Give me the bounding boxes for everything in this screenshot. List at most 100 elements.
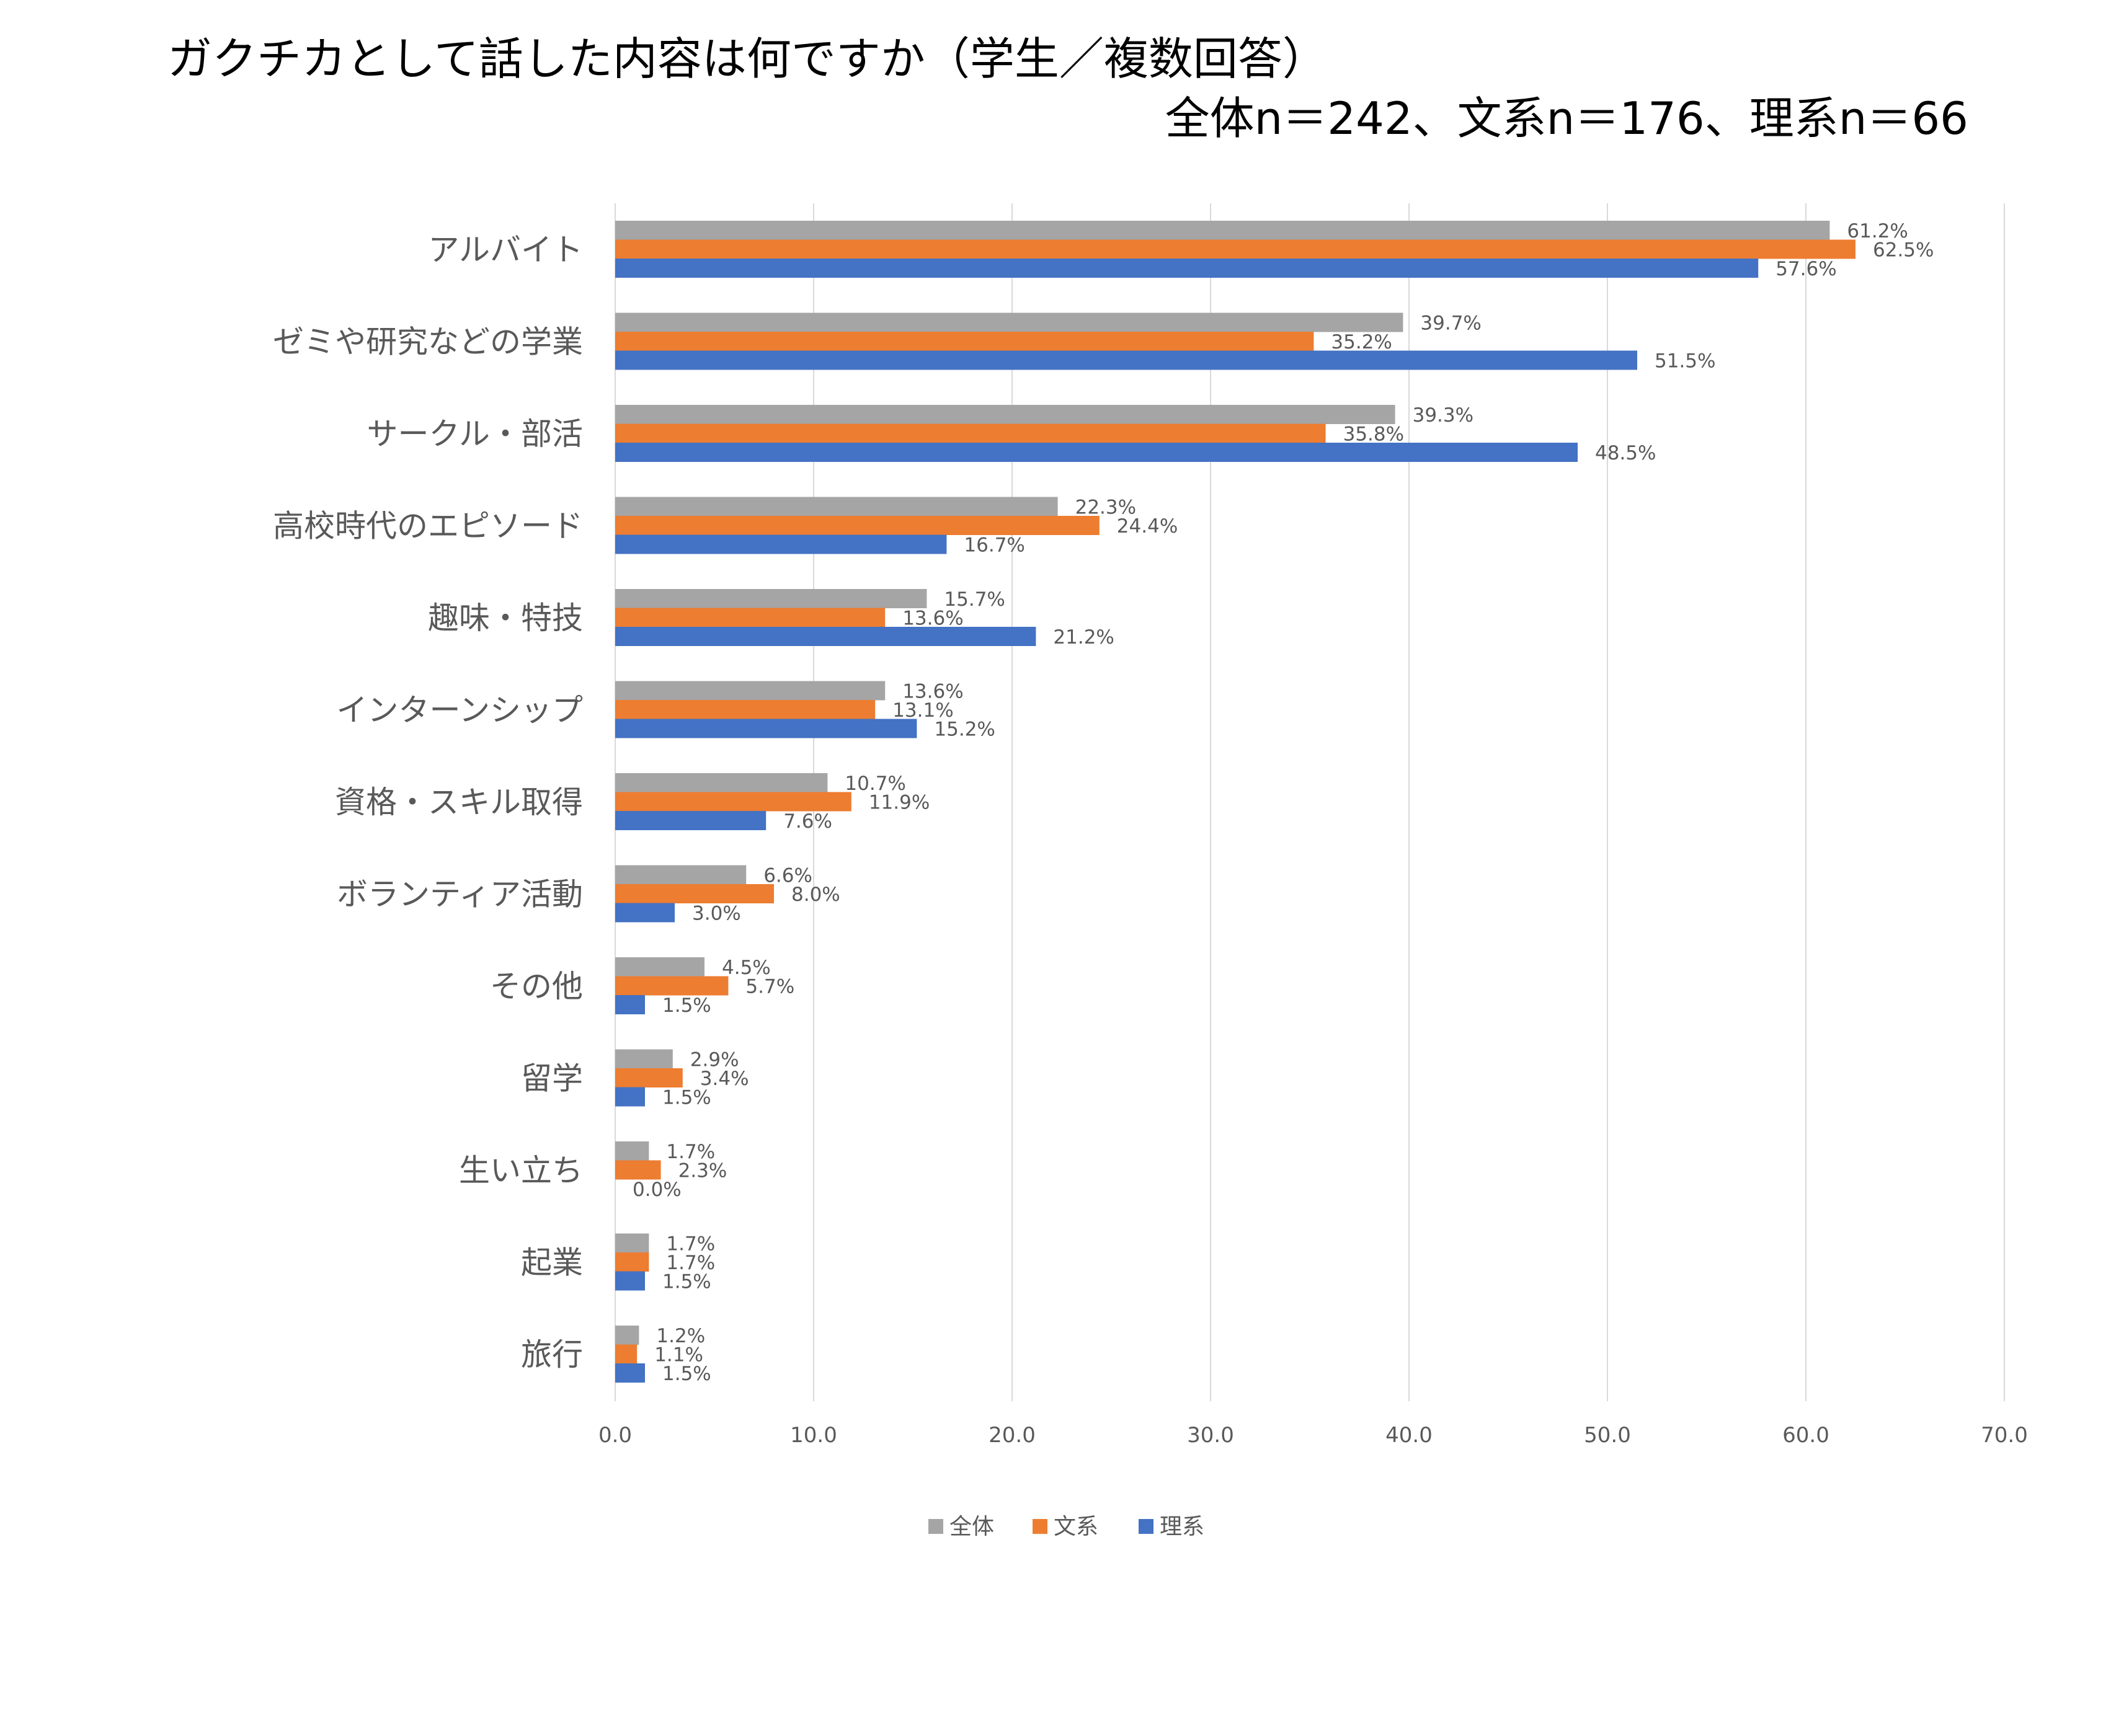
data-label: 61.2% [1847, 220, 1908, 242]
bar [615, 497, 1058, 516]
x-tick-label: 20.0 [989, 1423, 1036, 1448]
legend-label: 文系 [1054, 1514, 1098, 1539]
bar [615, 423, 1326, 443]
data-label: 1.7% [666, 1233, 715, 1256]
category-label: 生い立ち [459, 1153, 583, 1189]
bar [615, 443, 1578, 462]
bar [615, 1049, 673, 1069]
bar [615, 608, 886, 627]
data-label: 8.0% [791, 884, 840, 906]
data-label: 39.3% [1413, 404, 1473, 427]
bar [615, 312, 1403, 332]
bar [615, 405, 1395, 424]
bar [615, 865, 747, 885]
bar [615, 1087, 645, 1107]
data-label: 35.2% [1331, 331, 1392, 353]
category-label: サークル・部活 [367, 416, 584, 452]
x-tick-label: 30.0 [1187, 1423, 1234, 1448]
bar [615, 332, 1314, 351]
grid-lines [615, 203, 2005, 1401]
data-label: 39.7% [1420, 312, 1481, 335]
bar [615, 719, 917, 738]
legend: 全体 文系 理系 [928, 1514, 1204, 1539]
chart-title-line1: ガクチカとして話した内容は何ですか（学生／複数回答） [167, 33, 1327, 85]
x-tick-labels: 0.0 10.0 20.0 30.0 40.0 50.0 60.0 70.0 [598, 1423, 2028, 1448]
bar [615, 903, 675, 923]
data-label: 7.6% [783, 810, 832, 833]
bar [615, 221, 1830, 240]
legend-swatch [928, 1519, 943, 1534]
bar [615, 259, 1759, 278]
bar [615, 589, 927, 608]
category-label: その他 [490, 968, 583, 1004]
bars [615, 221, 1855, 1383]
data-label: 48.5% [1595, 442, 1656, 464]
bar [615, 1233, 649, 1253]
category-labels: アルバイトゼミや研究などの学業サークル・部活高校時代のエピソード趣味・特技インタ… [273, 232, 583, 1373]
bar [615, 1141, 649, 1161]
data-label: 10.7% [845, 773, 905, 795]
chart-title-line2: 全体n＝242、文系n＝176、理系n＝66 [1165, 92, 1968, 144]
category-label: 趣味・特技 [428, 600, 583, 636]
data-label: 4.5% [722, 957, 771, 979]
data-label: 11.9% [869, 792, 930, 814]
data-label: 16.7% [964, 534, 1024, 557]
data-label: 51.5% [1655, 350, 1715, 373]
category-label: 留学 [521, 1061, 583, 1097]
data-label: 13.6% [902, 681, 963, 703]
data-label: 15.7% [944, 588, 1005, 611]
data-label: 15.2% [934, 719, 995, 741]
x-tick-label: 70.0 [1981, 1423, 2028, 1448]
category-label: 高校時代のエピソード [273, 508, 583, 544]
bar [615, 627, 1036, 646]
x-tick-label: 10.0 [790, 1423, 837, 1448]
data-label: 35.8% [1343, 423, 1404, 446]
data-label: 6.6% [763, 865, 812, 887]
data-label: 0.0% [633, 1179, 682, 1201]
data-labels: 61.2%62.5% 57.6% 39.7% 35.2% 51.5% 39.3% 35.8%… [633, 220, 1934, 1385]
bar [615, 1160, 661, 1180]
category-label: ゼミや研究などの学業 [273, 324, 583, 360]
data-label: 2.3% [678, 1160, 727, 1182]
data-label: 1.5% [662, 1271, 711, 1293]
legend-swatch [1033, 1519, 1047, 1534]
data-label: 1.7% [666, 1252, 715, 1274]
category-label: 資格・スキル取得 [335, 784, 583, 820]
data-label: 1.5% [662, 1363, 711, 1385]
bar [615, 976, 729, 996]
data-label: 13.1% [892, 699, 953, 722]
data-label: 24.4% [1117, 515, 1178, 538]
x-tick-label: 40.0 [1385, 1423, 1433, 1448]
bar [615, 1344, 638, 1364]
x-tick-label: 50.0 [1584, 1423, 1631, 1448]
data-label: 21.2% [1053, 626, 1114, 649]
data-label: 13.6% [902, 608, 963, 630]
data-label: 1.5% [662, 994, 711, 1017]
bar [615, 516, 1100, 535]
bar [615, 1271, 645, 1291]
bar [615, 1326, 639, 1345]
data-label: 1.5% [662, 1087, 711, 1109]
data-label: 5.7% [745, 976, 794, 998]
x-tick-label: 60.0 [1782, 1423, 1829, 1448]
x-tick-label: 0.0 [598, 1423, 632, 1448]
category-label: 起業 [521, 1245, 583, 1281]
category-label: 旅行 [521, 1337, 583, 1373]
bar [615, 681, 886, 701]
data-label: 3.0% [692, 903, 741, 925]
bar [615, 350, 1637, 370]
data-label: 1.2% [656, 1325, 705, 1347]
data-label: 1.7% [666, 1141, 715, 1163]
category-label: アルバイト [429, 232, 584, 268]
legend-swatch [1139, 1519, 1153, 1534]
category-label: ボランティア活動 [337, 877, 583, 913]
bar [615, 534, 947, 554]
bar [615, 884, 774, 903]
bar [615, 773, 828, 792]
bar [615, 700, 876, 719]
bar [615, 1068, 683, 1087]
data-label: 22.3% [1075, 497, 1136, 519]
bar [615, 239, 1855, 259]
data-label: 57.6% [1775, 258, 1836, 280]
